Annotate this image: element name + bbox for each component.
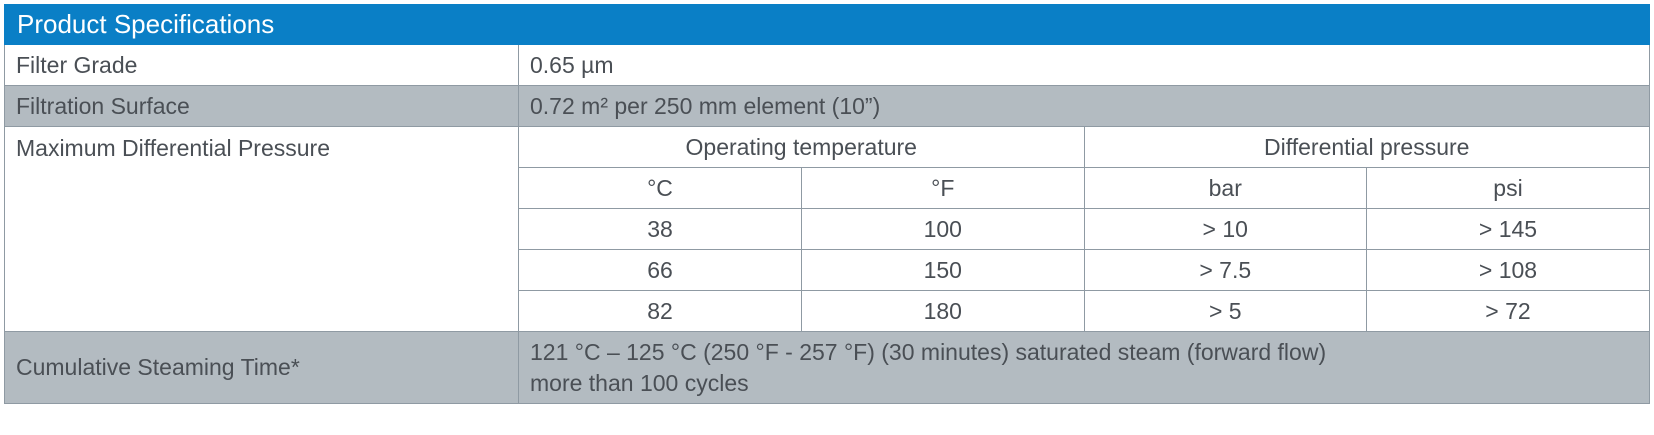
max-pressure-label: Maximum Differential Pressure — [4, 126, 519, 332]
steaming-row: Cumulative Steaming Time* 121 °C – 125 °… — [4, 331, 1650, 404]
pressure-unit-header-row: °C °F bar psi — [519, 167, 1649, 209]
unit-header-bar: bar — [1083, 167, 1367, 209]
table-cell: 100 — [801, 208, 1085, 250]
group-header-differential-pressure: Differential pressure — [1083, 127, 1649, 168]
steaming-line-1: 121 °C – 125 °C (250 °F - 257 °F) (30 mi… — [530, 338, 1327, 365]
table-title: Product Specifications — [4, 4, 1650, 45]
table-cell: > 145 — [1366, 208, 1649, 250]
steaming-value: 121 °C – 125 °C (250 °F - 257 °F) (30 mi… — [518, 331, 1650, 404]
filtration-surface-value: 0.72 m² per 250 mm element (10”) — [518, 85, 1650, 127]
table-cell: > 5 — [1083, 290, 1367, 331]
table-cell: > 10 — [1083, 208, 1367, 250]
filtration-surface-row: Filtration Surface 0.72 m² per 250 mm el… — [4, 85, 1650, 127]
unit-header-fahrenheit: °F — [801, 167, 1085, 209]
filtration-surface-label: Filtration Surface — [4, 85, 519, 127]
table-cell: > 72 — [1366, 290, 1649, 331]
pressure-group-header-row: Operating temperature Differential press… — [519, 127, 1649, 168]
filter-grade-label: Filter Grade — [4, 44, 519, 86]
unit-header-psi: psi — [1366, 167, 1649, 209]
table-cell: > 7.5 — [1083, 249, 1367, 291]
table-cell: 180 — [801, 290, 1085, 331]
pressure-subtable: Operating temperature Differential press… — [519, 127, 1649, 331]
steaming-line-2: more than 100 cycles — [530, 369, 749, 396]
unit-header-celsius: °C — [519, 167, 802, 209]
table-cell: > 108 — [1366, 249, 1649, 291]
table-cell: 82 — [519, 290, 802, 331]
table-cell: 66 — [519, 249, 802, 291]
product-specifications-table: Product Specifications Filter Grade 0.65… — [4, 4, 1650, 404]
table-cell: 38 — [519, 208, 802, 250]
table-row: 66 150 > 7.5 > 108 — [519, 249, 1649, 291]
pressure-subtable-cell: Operating temperature Differential press… — [518, 126, 1650, 332]
max-pressure-row: Maximum Differential Pressure Operating … — [4, 126, 1650, 332]
filter-grade-row: Filter Grade 0.65 µm — [4, 44, 1650, 86]
table-row: 38 100 > 10 > 145 — [519, 208, 1649, 250]
filter-grade-value: 0.65 µm — [518, 44, 1650, 86]
group-header-operating-temperature: Operating temperature — [519, 127, 1085, 168]
steaming-label: Cumulative Steaming Time* — [4, 331, 519, 404]
table-cell: 150 — [801, 249, 1085, 291]
table-row: 82 180 > 5 > 72 — [519, 290, 1649, 331]
